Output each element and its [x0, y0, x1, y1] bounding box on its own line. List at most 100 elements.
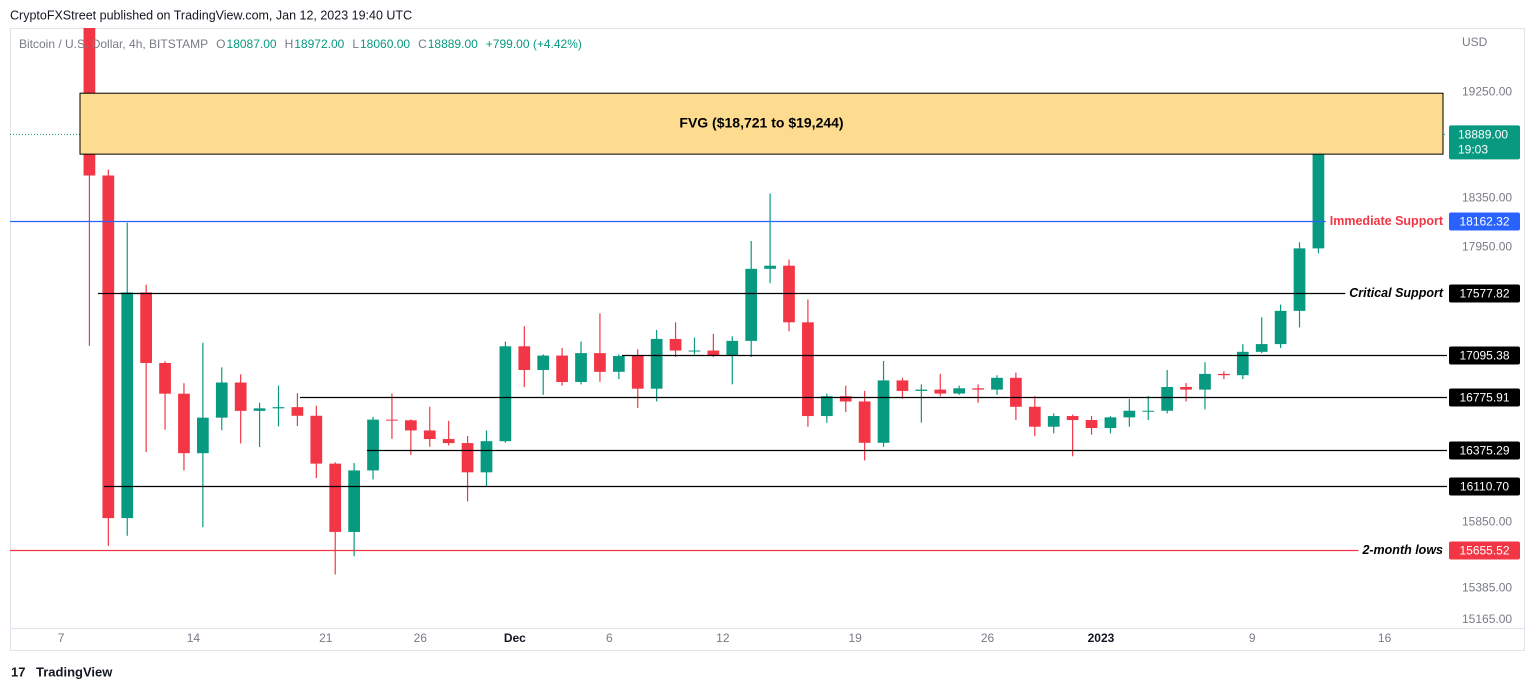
fvg-box	[79, 92, 1444, 155]
candle-body	[1199, 373, 1211, 390]
candle-body	[575, 353, 587, 383]
candle-body	[329, 463, 342, 532]
x-tick-label: 26	[414, 631, 428, 645]
candle-body	[367, 419, 379, 471]
candle-body	[404, 420, 417, 431]
candle-body	[707, 350, 720, 356]
brand[interactable]: TradingView	[36, 664, 113, 679]
y-tick-label: 19250.00	[1462, 85, 1512, 99]
candle-body	[423, 430, 436, 440]
price-tag-label: 16110.70	[1460, 480, 1509, 494]
price-tag	[1449, 477, 1520, 496]
candle-body	[1047, 416, 1060, 427]
ohlc-label: H	[285, 37, 294, 51]
candle-body	[1066, 416, 1079, 421]
x-tick-label: Dec	[504, 631, 526, 645]
candle-body	[953, 388, 966, 394]
candle-body	[291, 407, 304, 416]
candle-body	[745, 268, 758, 341]
candle-body	[839, 396, 852, 402]
candle-body	[234, 382, 247, 411]
candle-body	[1028, 406, 1041, 427]
candle-body	[499, 346, 512, 442]
ohlc-value: 18087.00	[227, 37, 277, 51]
ohlc-label: C	[418, 37, 427, 51]
candle-body	[1180, 386, 1192, 390]
price-tag-label: 16775.91	[1459, 391, 1509, 405]
candle-body	[764, 265, 776, 269]
candle-body	[991, 377, 1003, 390]
currency: USD	[1462, 35, 1488, 49]
candle-body	[442, 439, 455, 444]
level-name: Immediate Support	[1330, 214, 1444, 228]
price-tag-label: 18162.32	[1459, 215, 1509, 229]
candle-body	[896, 380, 909, 391]
price-tag	[1449, 346, 1520, 365]
candle-body	[518, 346, 531, 370]
candle-body	[102, 175, 115, 519]
change: +799.00 (+4.42%)	[486, 37, 582, 51]
candle-body	[934, 389, 947, 394]
level-name-bg	[1345, 285, 1447, 302]
ohlc-label: L	[352, 37, 359, 51]
candle-body	[688, 350, 701, 352]
candle-body	[858, 401, 871, 443]
ohlc-label: O	[216, 37, 225, 51]
price-tag	[1449, 541, 1520, 560]
current-tag	[1449, 125, 1520, 160]
level-name-bg	[1358, 542, 1447, 559]
plot	[10, 28, 1447, 575]
level-name: 2-month lows	[1361, 543, 1443, 557]
candle-body	[915, 389, 928, 391]
x-tick-label: 21	[319, 631, 333, 645]
candle-body	[253, 408, 266, 411]
publisher: CryptoFXStreet published on TradingView.…	[10, 8, 412, 22]
ohlc-value: 18972.00	[294, 37, 344, 51]
x-tick-label: 12	[716, 631, 730, 645]
candle-body	[215, 382, 228, 418]
x-tick-label: 9	[1249, 631, 1256, 645]
price-tag	[1449, 441, 1520, 460]
candle-body	[121, 292, 134, 519]
price-tag-label: 17095.38	[1459, 349, 1509, 363]
y-tick-label: 18350.00	[1462, 191, 1512, 205]
candle-body	[877, 380, 890, 443]
candle-body	[272, 407, 285, 409]
y-tick-label: 15850.00	[1462, 514, 1512, 528]
candle-body	[650, 338, 663, 389]
frame	[10, 28, 1525, 651]
candle-body	[386, 419, 398, 421]
candle-body	[612, 355, 625, 372]
price-tag-label: 17577.82	[1459, 287, 1509, 301]
candle-body	[1161, 386, 1174, 411]
countdown: 19:03	[1458, 143, 1488, 157]
candle-body	[1218, 373, 1230, 376]
candle-body	[594, 353, 606, 372]
y-tick-label: 15385.00	[1462, 580, 1512, 594]
x-tick-label: 26	[981, 631, 995, 645]
candle-body	[461, 443, 474, 473]
ohlc-value: 18060.00	[360, 37, 410, 51]
candle-body	[1142, 410, 1155, 412]
ohlc-value: 18889.00	[428, 37, 478, 51]
x-tick-label: 14	[187, 631, 201, 645]
x-tick-label: 2023	[1088, 631, 1115, 645]
candle-body	[140, 292, 152, 363]
x-tick-label: 6	[606, 631, 613, 645]
candle-body	[310, 415, 323, 464]
candle-body	[348, 470, 360, 532]
candle-body	[556, 355, 568, 383]
candle-body	[1255, 344, 1268, 352]
candle-body	[1104, 417, 1117, 429]
price-tag	[1449, 388, 1520, 407]
x-tick-label: 19	[849, 631, 863, 645]
candle-body	[537, 355, 550, 370]
candle-body	[1293, 248, 1306, 311]
candle-body	[820, 396, 833, 417]
candle-body	[178, 393, 190, 454]
x-tick-label: 7	[58, 631, 65, 645]
candle-body	[1123, 410, 1136, 418]
x-tick-label: 16	[1378, 631, 1392, 645]
